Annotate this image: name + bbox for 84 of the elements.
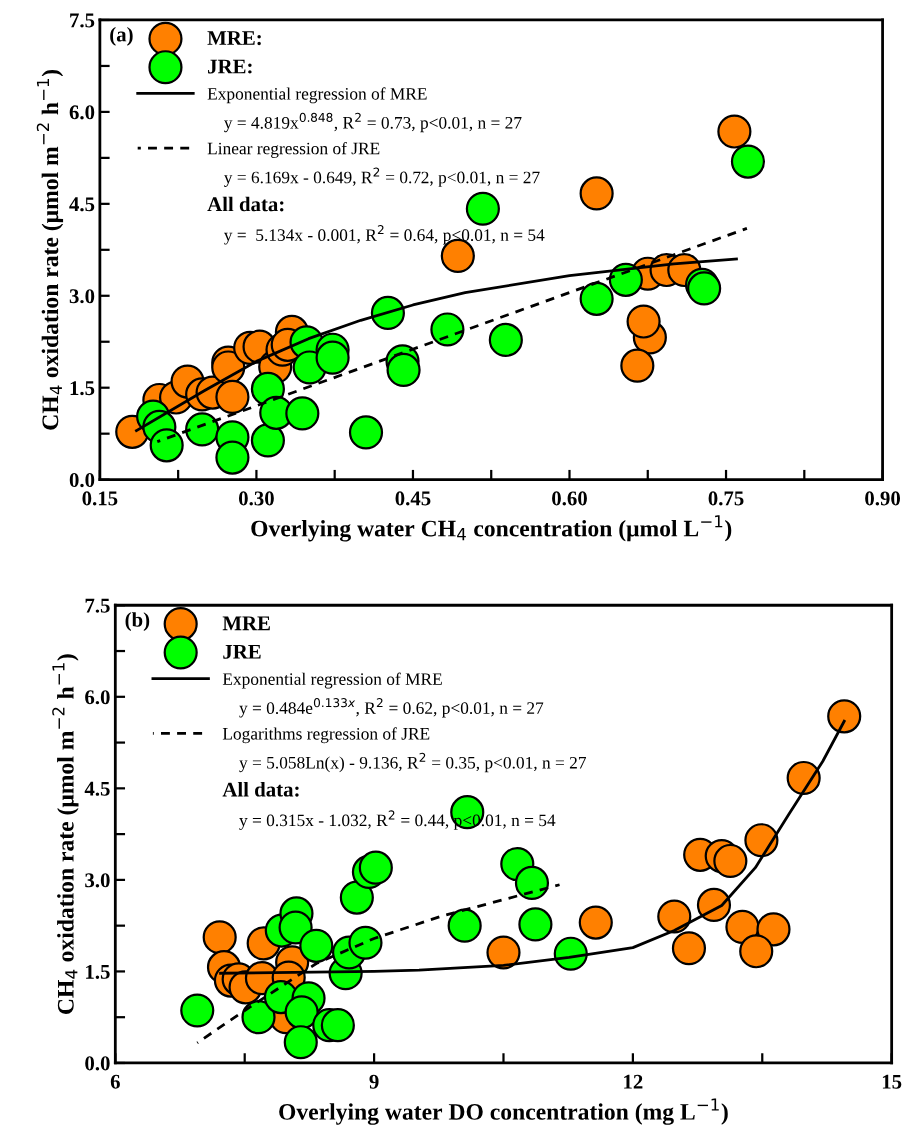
- legend-label: MRE: [222, 616, 270, 631]
- annotation: y = 5.058Ln(x) - 9.136, R$^{2}$ = 0.35, p<0.01, n = 27: [239, 752, 586, 773]
- x-tick-label: 15: [882, 1074, 902, 1089]
- y-tick-label: 3.0: [69, 289, 95, 304]
- point: [626, 304, 661, 339]
- y-tick-label: 4.5: [84, 781, 110, 796]
- point: [579, 281, 614, 316]
- point: [284, 995, 319, 1030]
- point: [320, 1008, 355, 1043]
- point: [149, 428, 184, 463]
- y-tick-label: 1.5: [86, 964, 110, 979]
- point: [514, 865, 550, 901]
- x-tick-label: 12: [624, 1074, 643, 1089]
- point: [518, 907, 553, 942]
- point: [756, 912, 791, 947]
- point: [447, 908, 482, 943]
- x-tick-label: 6: [110, 1074, 120, 1089]
- x-tick-label: 0.90: [865, 491, 901, 506]
- y-tick-label: 7.5: [85, 598, 110, 613]
- point: [348, 415, 384, 450]
- point: [465, 191, 500, 226]
- point: [713, 843, 748, 879]
- point: [739, 934, 774, 969]
- legend-label: JRE:: [208, 59, 252, 74]
- point: [717, 114, 752, 149]
- annotation: y = 5.134x - 0.001, R$^{2}$ = 0.64, p<0.01, n = 54: [224, 225, 545, 245]
- point: [285, 396, 320, 431]
- y-axis-title: CH$_{4}$ oxidation rate (μmol m$^{−2}$ h$^{−1}$): [52, 654, 79, 1014]
- x-tick-label: 9: [369, 1074, 379, 1089]
- point: [215, 379, 250, 414]
- point: [283, 1025, 318, 1060]
- point: [215, 440, 250, 475]
- annotation: y = 0.484e$^{0.133x}$, R$^{2}$ = 0.62, p<0.01, n = 27: [239, 698, 544, 718]
- x-tick-label: 0.75: [708, 491, 744, 506]
- point: [278, 910, 313, 945]
- point: [827, 699, 862, 734]
- legend-label: Linear regression of JRE: [207, 141, 380, 158]
- point: [348, 925, 383, 960]
- legend-label: MRE:: [207, 31, 261, 46]
- point: [250, 423, 285, 458]
- point: [578, 905, 613, 940]
- point: [358, 850, 393, 885]
- point: [299, 928, 334, 963]
- y-axis-title: CH$_{4}$ oxidation rate (μmol m$^{−2}$ h$^{−1}$): [36, 70, 64, 430]
- x-tick-label: 0.30: [238, 491, 274, 506]
- x-tick-label: 0.45: [395, 491, 431, 506]
- y-tick-label: 0.0: [85, 1056, 110, 1071]
- point: [671, 931, 707, 966]
- annotation: All data:: [207, 196, 284, 212]
- point: [386, 352, 421, 388]
- point: [315, 340, 350, 375]
- y-tick-label: 0.0: [69, 473, 95, 488]
- annotation: (a): [110, 26, 133, 46]
- point: [180, 993, 215, 1028]
- x-axis-title: Overlying water CH$_{4}$ concentration (μmol L$^{−1}$): [251, 515, 732, 542]
- point: [744, 823, 779, 858]
- annotation: y = 4.819x$^{0.848}$, R$^{2}$ = 0.73, p<0.01, n = 27: [224, 112, 522, 133]
- legend-label: Logarithms regression of JRE: [222, 727, 430, 744]
- point: [430, 312, 465, 347]
- y-tick-label: 3.0: [85, 873, 110, 888]
- annotation: All data:: [222, 781, 299, 797]
- y-tick-label: 6.0: [85, 690, 110, 705]
- point: [185, 412, 220, 447]
- point: [241, 1000, 276, 1035]
- point: [579, 176, 614, 211]
- legend-label: Exponential regression of MRE: [207, 87, 427, 104]
- point: [657, 899, 692, 934]
- point: [202, 920, 237, 955]
- legend-label: JRE: [223, 644, 261, 659]
- y-tick-label: 4.5: [69, 197, 95, 212]
- x-tick-label: 0.60: [552, 491, 587, 506]
- annotation: y = 6.169x - 0.649, R$^{2}$ = 0.72, p<0.01, n = 27: [224, 167, 540, 187]
- legend-label: Exponential regression of MRE: [222, 672, 442, 689]
- point: [620, 348, 655, 383]
- point: [730, 144, 766, 179]
- y-tick-label: 1.5: [70, 381, 95, 396]
- y-tick-label: 6.0: [69, 105, 95, 120]
- x-tick-label: 0.15: [82, 491, 118, 506]
- y-tick-label: 7.5: [70, 13, 95, 28]
- annotation: (b): [125, 612, 150, 632]
- point: [488, 322, 523, 357]
- point: [339, 880, 374, 915]
- x-axis-title: Overlying water DO concentration (mg L$^{−1}$): [279, 1098, 728, 1125]
- point: [486, 935, 521, 970]
